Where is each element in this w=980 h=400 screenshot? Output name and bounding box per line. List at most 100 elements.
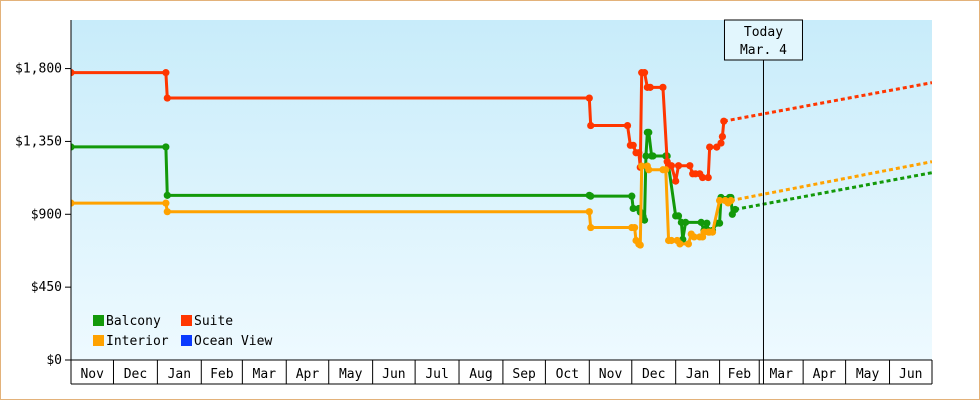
data-point [690, 233, 698, 241]
data-point [698, 173, 707, 182]
data-point [623, 121, 632, 130]
legend-label: Ocean View [194, 334, 272, 349]
data-point [71, 69, 75, 77]
data-point [645, 128, 653, 136]
data-point [587, 192, 595, 200]
today-label: Today [744, 25, 783, 40]
data-point [715, 219, 724, 227]
data-point [635, 149, 643, 157]
legend-item-suite: Suite [181, 314, 233, 329]
projection-line [730, 160, 932, 202]
x-tick-label: Mar [769, 367, 793, 382]
projection-line [723, 81, 932, 123]
series-layer [71, 69, 932, 249]
x-tick-label: Mar [253, 367, 277, 382]
today-marker: Today Mar. 4 [723, 19, 803, 384]
x-tick-label: Nov [599, 367, 623, 382]
data-point [672, 177, 680, 185]
y-tick-label: $900 [31, 207, 62, 222]
x-tick-label: Aug [469, 367, 492, 382]
legend-label: Interior [106, 334, 169, 349]
data-point [676, 240, 684, 248]
today-date: Mar. 4 [740, 43, 787, 58]
data-point [642, 152, 650, 160]
x-tick-label: Dec [124, 367, 147, 382]
data-point [682, 218, 690, 226]
data-point [636, 241, 644, 249]
plot-background [71, 20, 932, 360]
data-point [629, 141, 637, 149]
data-point [162, 199, 170, 207]
data-point [659, 83, 667, 91]
series-suite [71, 69, 932, 185]
axes: $0 $450 $900 $1,350 $1,800 Nov Dec Jan Feb Mar Apr… [15, 20, 933, 385]
data-point [163, 94, 171, 102]
data-point [667, 236, 676, 245]
legend-swatch [93, 315, 104, 326]
y-tick-label: $1,800 [15, 62, 62, 77]
data-point [704, 173, 712, 182]
data-point [587, 223, 595, 232]
legend: Balcony Suite Interior Ocean View [93, 314, 272, 349]
x-tick-label: Apr [296, 367, 320, 382]
x-tick-label: Jan [686, 367, 709, 382]
data-point [718, 132, 727, 141]
legend-swatch [181, 335, 192, 346]
data-point [163, 191, 171, 199]
data-point [638, 162, 646, 170]
x-tick-label: Jun [382, 367, 405, 382]
x-tick-label: May [856, 367, 880, 382]
data-point [662, 166, 670, 174]
y-tick-label: $1,350 [15, 134, 62, 149]
legend-swatch [181, 315, 192, 326]
data-point [697, 218, 705, 226]
data-point [71, 199, 75, 207]
data-point [717, 139, 725, 147]
x-tick-label: Jan [168, 367, 191, 382]
data-point [162, 69, 170, 77]
series-interior [71, 160, 932, 249]
data-point [163, 208, 171, 216]
projection-line [734, 171, 932, 211]
x-tick-label: Oct [556, 367, 579, 382]
legend-item-interior: Interior [93, 334, 169, 349]
data-point [631, 223, 639, 232]
data-point [628, 192, 636, 200]
data-point [646, 83, 654, 91]
data-point [585, 94, 593, 102]
data-point [708, 228, 717, 236]
legend-label: Suite [194, 314, 233, 329]
data-point [629, 204, 637, 213]
data-point [706, 143, 714, 151]
data-point [645, 166, 653, 174]
today-box [723, 19, 803, 61]
data-point [640, 216, 649, 224]
legend-item-balcony: Balcony [93, 314, 161, 329]
legend-swatch [93, 335, 104, 346]
data-point [674, 212, 683, 220]
x-tick-label: Jul [425, 367, 448, 382]
data-point [585, 208, 593, 216]
data-point [703, 219, 711, 227]
data-point [667, 162, 676, 170]
y-tick-label: $450 [31, 280, 62, 295]
data-point [674, 162, 683, 170]
x-tick-label: Jun [899, 367, 922, 382]
data-point [640, 69, 649, 77]
x-tick-label: Sep [512, 367, 536, 382]
x-tick-label: Feb [210, 367, 234, 382]
x-tick-label: Nov [80, 367, 104, 382]
x-tick-label: Dec [642, 367, 665, 382]
data-point [715, 196, 724, 205]
legend-item-ocean-view: Ocean View [181, 334, 272, 349]
data-point [587, 121, 595, 130]
data-point [162, 143, 170, 151]
data-point [71, 143, 75, 151]
y-tick-label: $0 [46, 353, 62, 368]
x-tick-label: Feb [728, 367, 752, 382]
legend-label: Balcony [106, 314, 161, 329]
data-point [686, 162, 694, 170]
data-point [684, 240, 693, 248]
x-tick-label: Apr [813, 367, 837, 382]
